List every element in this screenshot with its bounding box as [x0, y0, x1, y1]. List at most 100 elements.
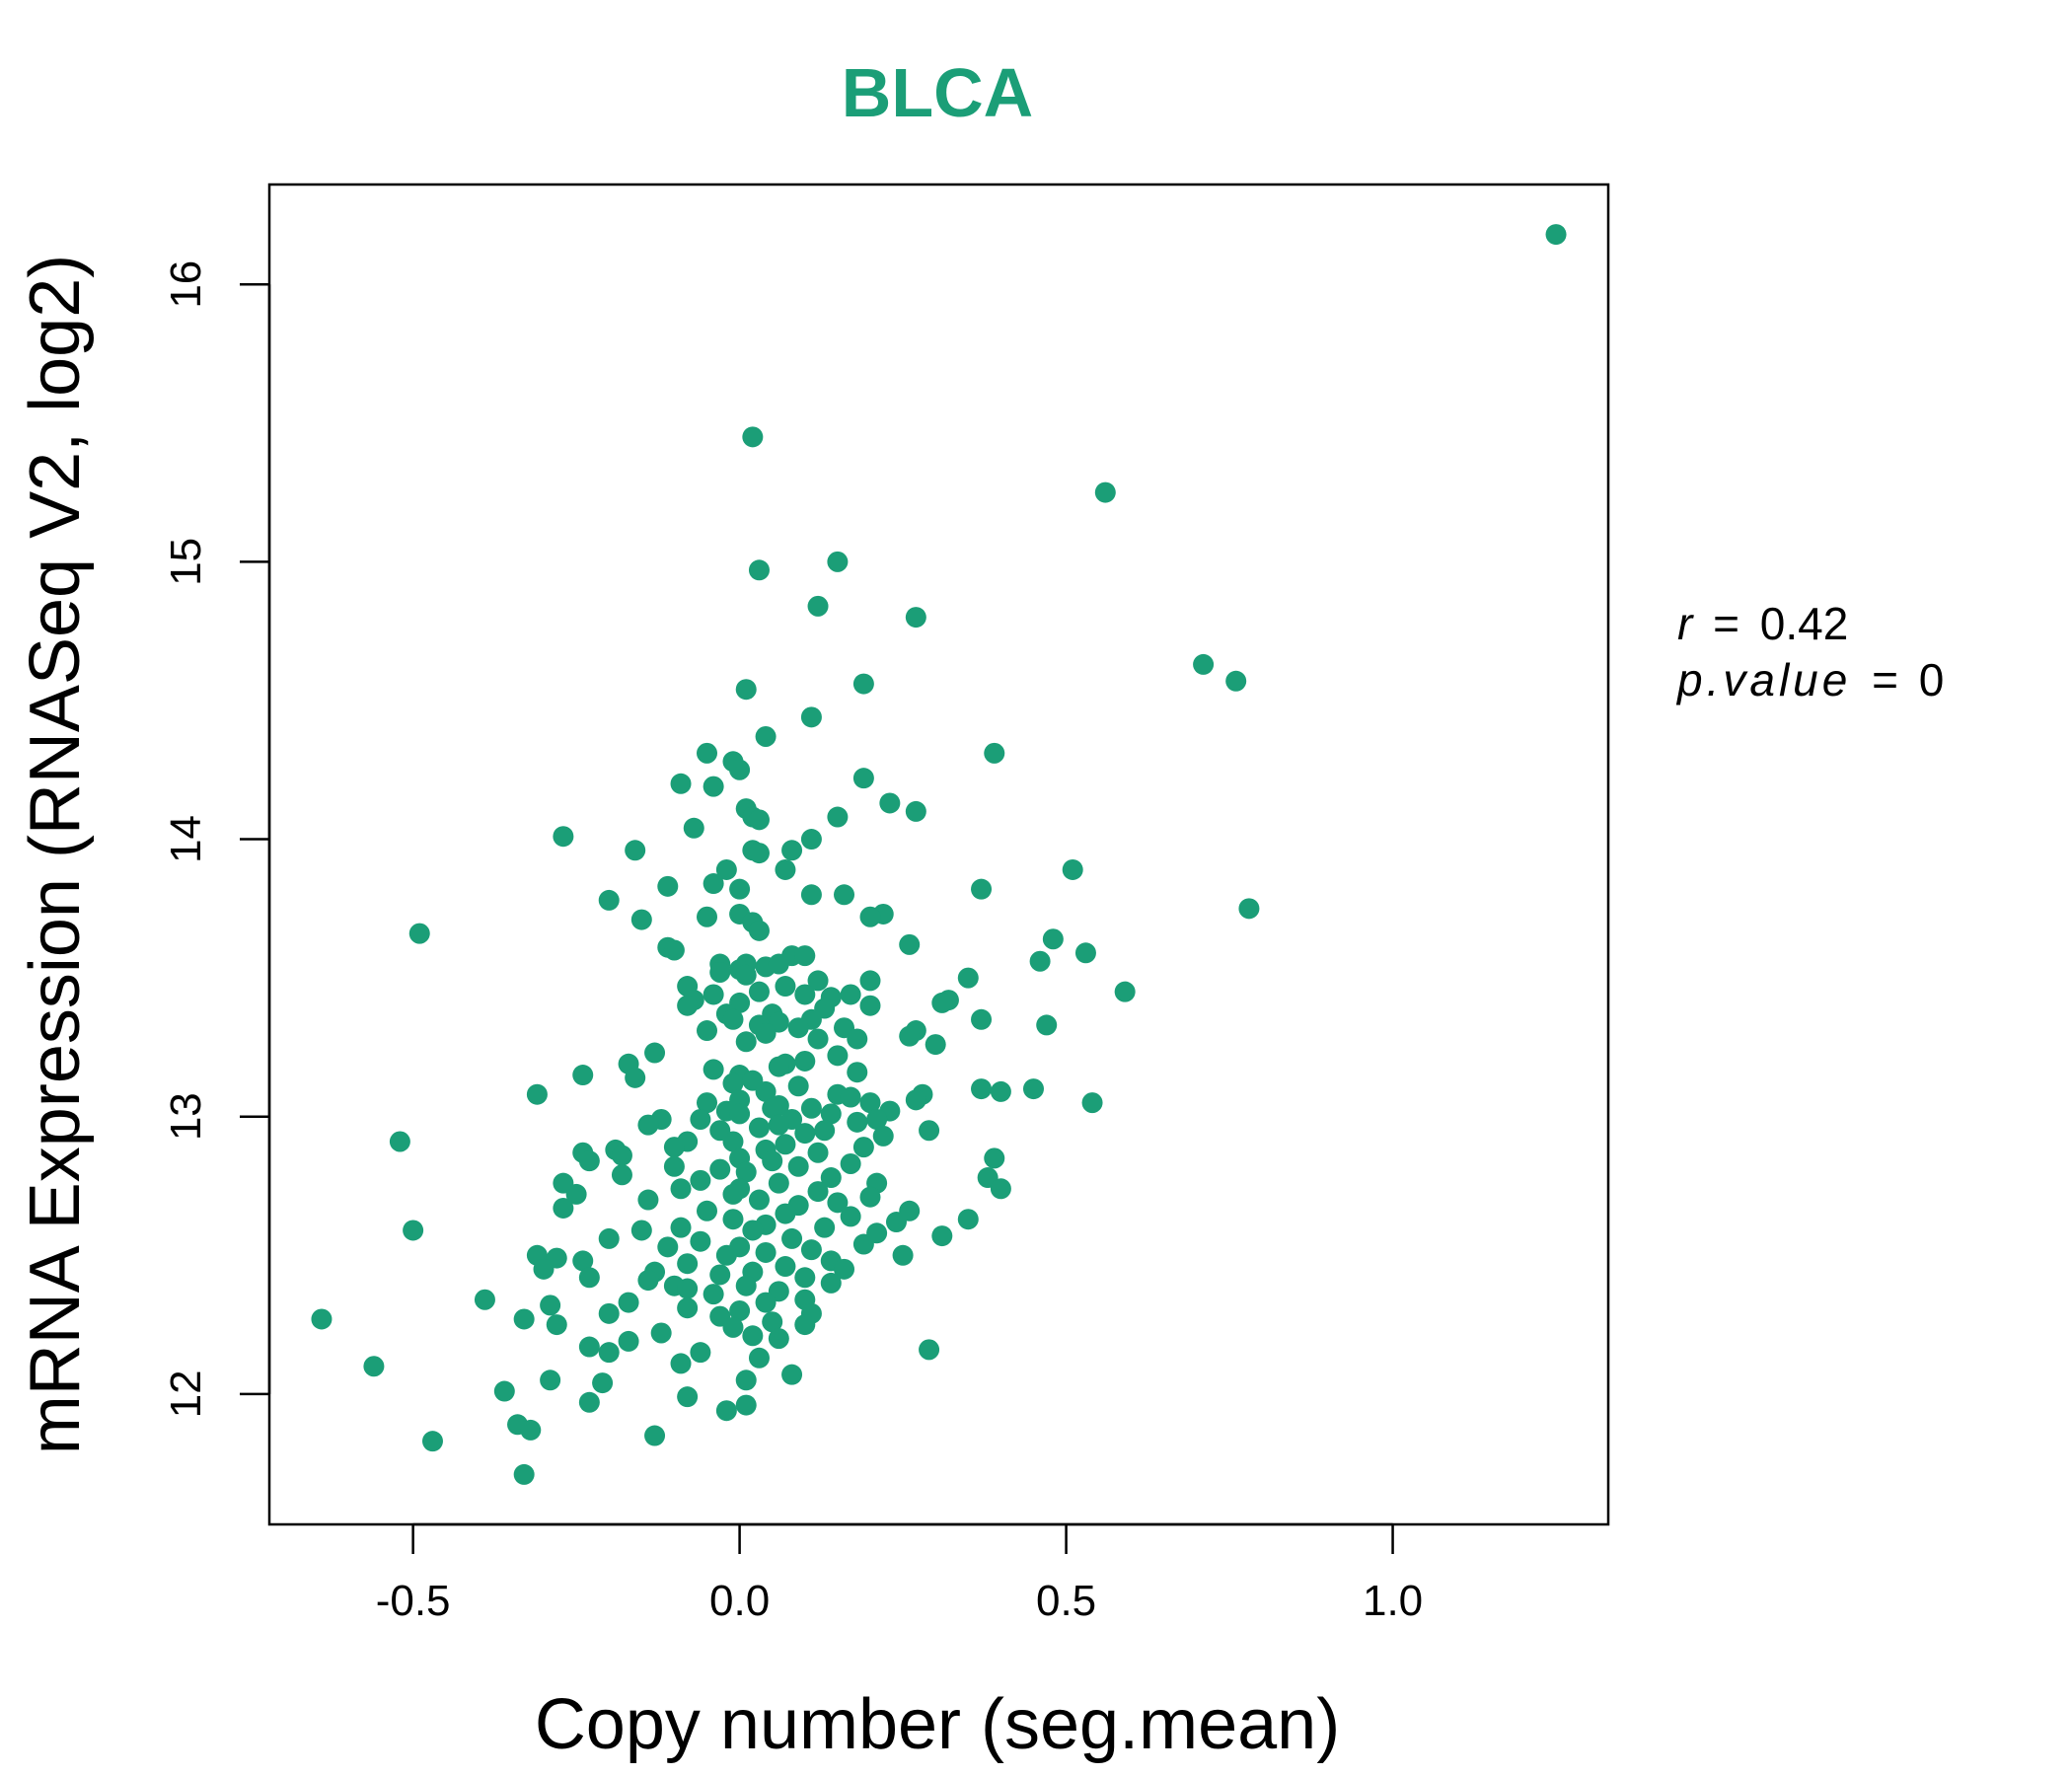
data-point	[709, 1264, 731, 1286]
data-point	[703, 1059, 724, 1080]
data-point	[781, 1364, 803, 1385]
data-point	[899, 1025, 921, 1047]
data-point	[513, 1463, 535, 1485]
data-point	[709, 961, 731, 983]
data-point	[513, 1308, 535, 1330]
data-point	[598, 1302, 620, 1324]
data-point	[553, 1197, 574, 1219]
data-point	[879, 792, 901, 814]
data-point	[363, 1356, 385, 1377]
data-point	[722, 1073, 744, 1094]
data-point	[919, 1120, 940, 1142]
data-point	[852, 673, 874, 695]
data-point	[677, 1253, 699, 1275]
data-point	[852, 1233, 874, 1255]
data-point	[598, 1342, 620, 1364]
data-point	[697, 906, 718, 927]
data-point	[748, 981, 770, 1002]
data-point	[703, 1284, 724, 1305]
data-point	[840, 1152, 861, 1174]
data-point	[709, 1158, 731, 1180]
data-point	[677, 1297, 699, 1319]
data-point	[598, 889, 620, 911]
data-point	[421, 1431, 443, 1452]
data-point	[1094, 481, 1116, 503]
data-point	[677, 995, 699, 1016]
data-point	[787, 1017, 809, 1039]
data-point	[762, 1097, 783, 1119]
data-point	[768, 1172, 789, 1194]
data-point	[520, 1419, 542, 1441]
data-point	[1042, 928, 1064, 950]
data-point	[971, 1078, 993, 1100]
data-point	[787, 1155, 809, 1177]
plot-frame	[267, 183, 1610, 1526]
data-point	[1036, 1014, 1058, 1036]
data-point	[715, 1400, 737, 1422]
data-point	[697, 742, 718, 764]
data-point	[748, 843, 770, 864]
data-point	[971, 1008, 993, 1030]
y-tick-label: 16	[162, 260, 210, 309]
data-point	[1193, 653, 1215, 675]
y-tick-label: 14	[162, 815, 210, 863]
data-point	[827, 1192, 849, 1214]
data-points	[311, 224, 1567, 1485]
correlation-annotation: r = 0.42 p.value = 0	[1675, 598, 1944, 705]
p-statistic: p.value = 0	[1675, 654, 1944, 705]
data-point	[729, 1103, 751, 1125]
data-point	[762, 1150, 783, 1172]
data-point	[553, 826, 574, 848]
data-point	[814, 1120, 836, 1142]
data-point	[859, 1186, 881, 1208]
data-point	[644, 1425, 666, 1446]
data-point	[722, 1316, 744, 1338]
data-point	[775, 858, 796, 880]
data-point	[742, 426, 764, 448]
data-point	[834, 884, 855, 906]
data-point	[892, 1244, 914, 1266]
data-point	[670, 1178, 692, 1200]
data-point	[670, 773, 692, 794]
data-point	[735, 1369, 757, 1391]
data-point	[827, 1045, 849, 1067]
data-point	[748, 920, 770, 941]
data-point	[611, 1145, 632, 1166]
data-point	[311, 1308, 333, 1330]
data-point	[834, 1258, 855, 1280]
data-point	[715, 1244, 737, 1266]
data-point	[578, 1391, 600, 1413]
data-point	[807, 970, 829, 992]
data-point	[775, 1256, 796, 1278]
data-point	[794, 984, 816, 1005]
data-point	[827, 806, 849, 828]
data-point	[663, 1155, 685, 1177]
data-point	[768, 1056, 789, 1077]
data-point	[697, 1092, 718, 1114]
data-point	[957, 1209, 979, 1230]
data-point	[748, 809, 770, 831]
data-point	[840, 984, 861, 1005]
data-point	[775, 1134, 796, 1155]
data-point	[690, 1342, 711, 1364]
data-point	[768, 953, 789, 975]
y-tick-label: 13	[162, 1092, 210, 1141]
data-point	[800, 706, 822, 728]
data-point	[697, 1020, 718, 1042]
data-point	[644, 1042, 666, 1064]
data-point	[690, 1169, 711, 1191]
data-point	[971, 878, 993, 900]
data-point	[899, 933, 921, 955]
data-point	[742, 1220, 764, 1241]
data-point	[768, 1328, 789, 1350]
data-point	[781, 840, 803, 861]
data-point	[663, 939, 685, 961]
data-point	[1029, 950, 1051, 972]
data-point	[657, 1236, 679, 1258]
data-point	[722, 1008, 744, 1030]
data-point	[748, 1189, 770, 1211]
data-point	[775, 1203, 796, 1224]
data-point	[859, 1092, 881, 1114]
data-point	[800, 1097, 822, 1119]
data-point	[650, 1322, 672, 1344]
